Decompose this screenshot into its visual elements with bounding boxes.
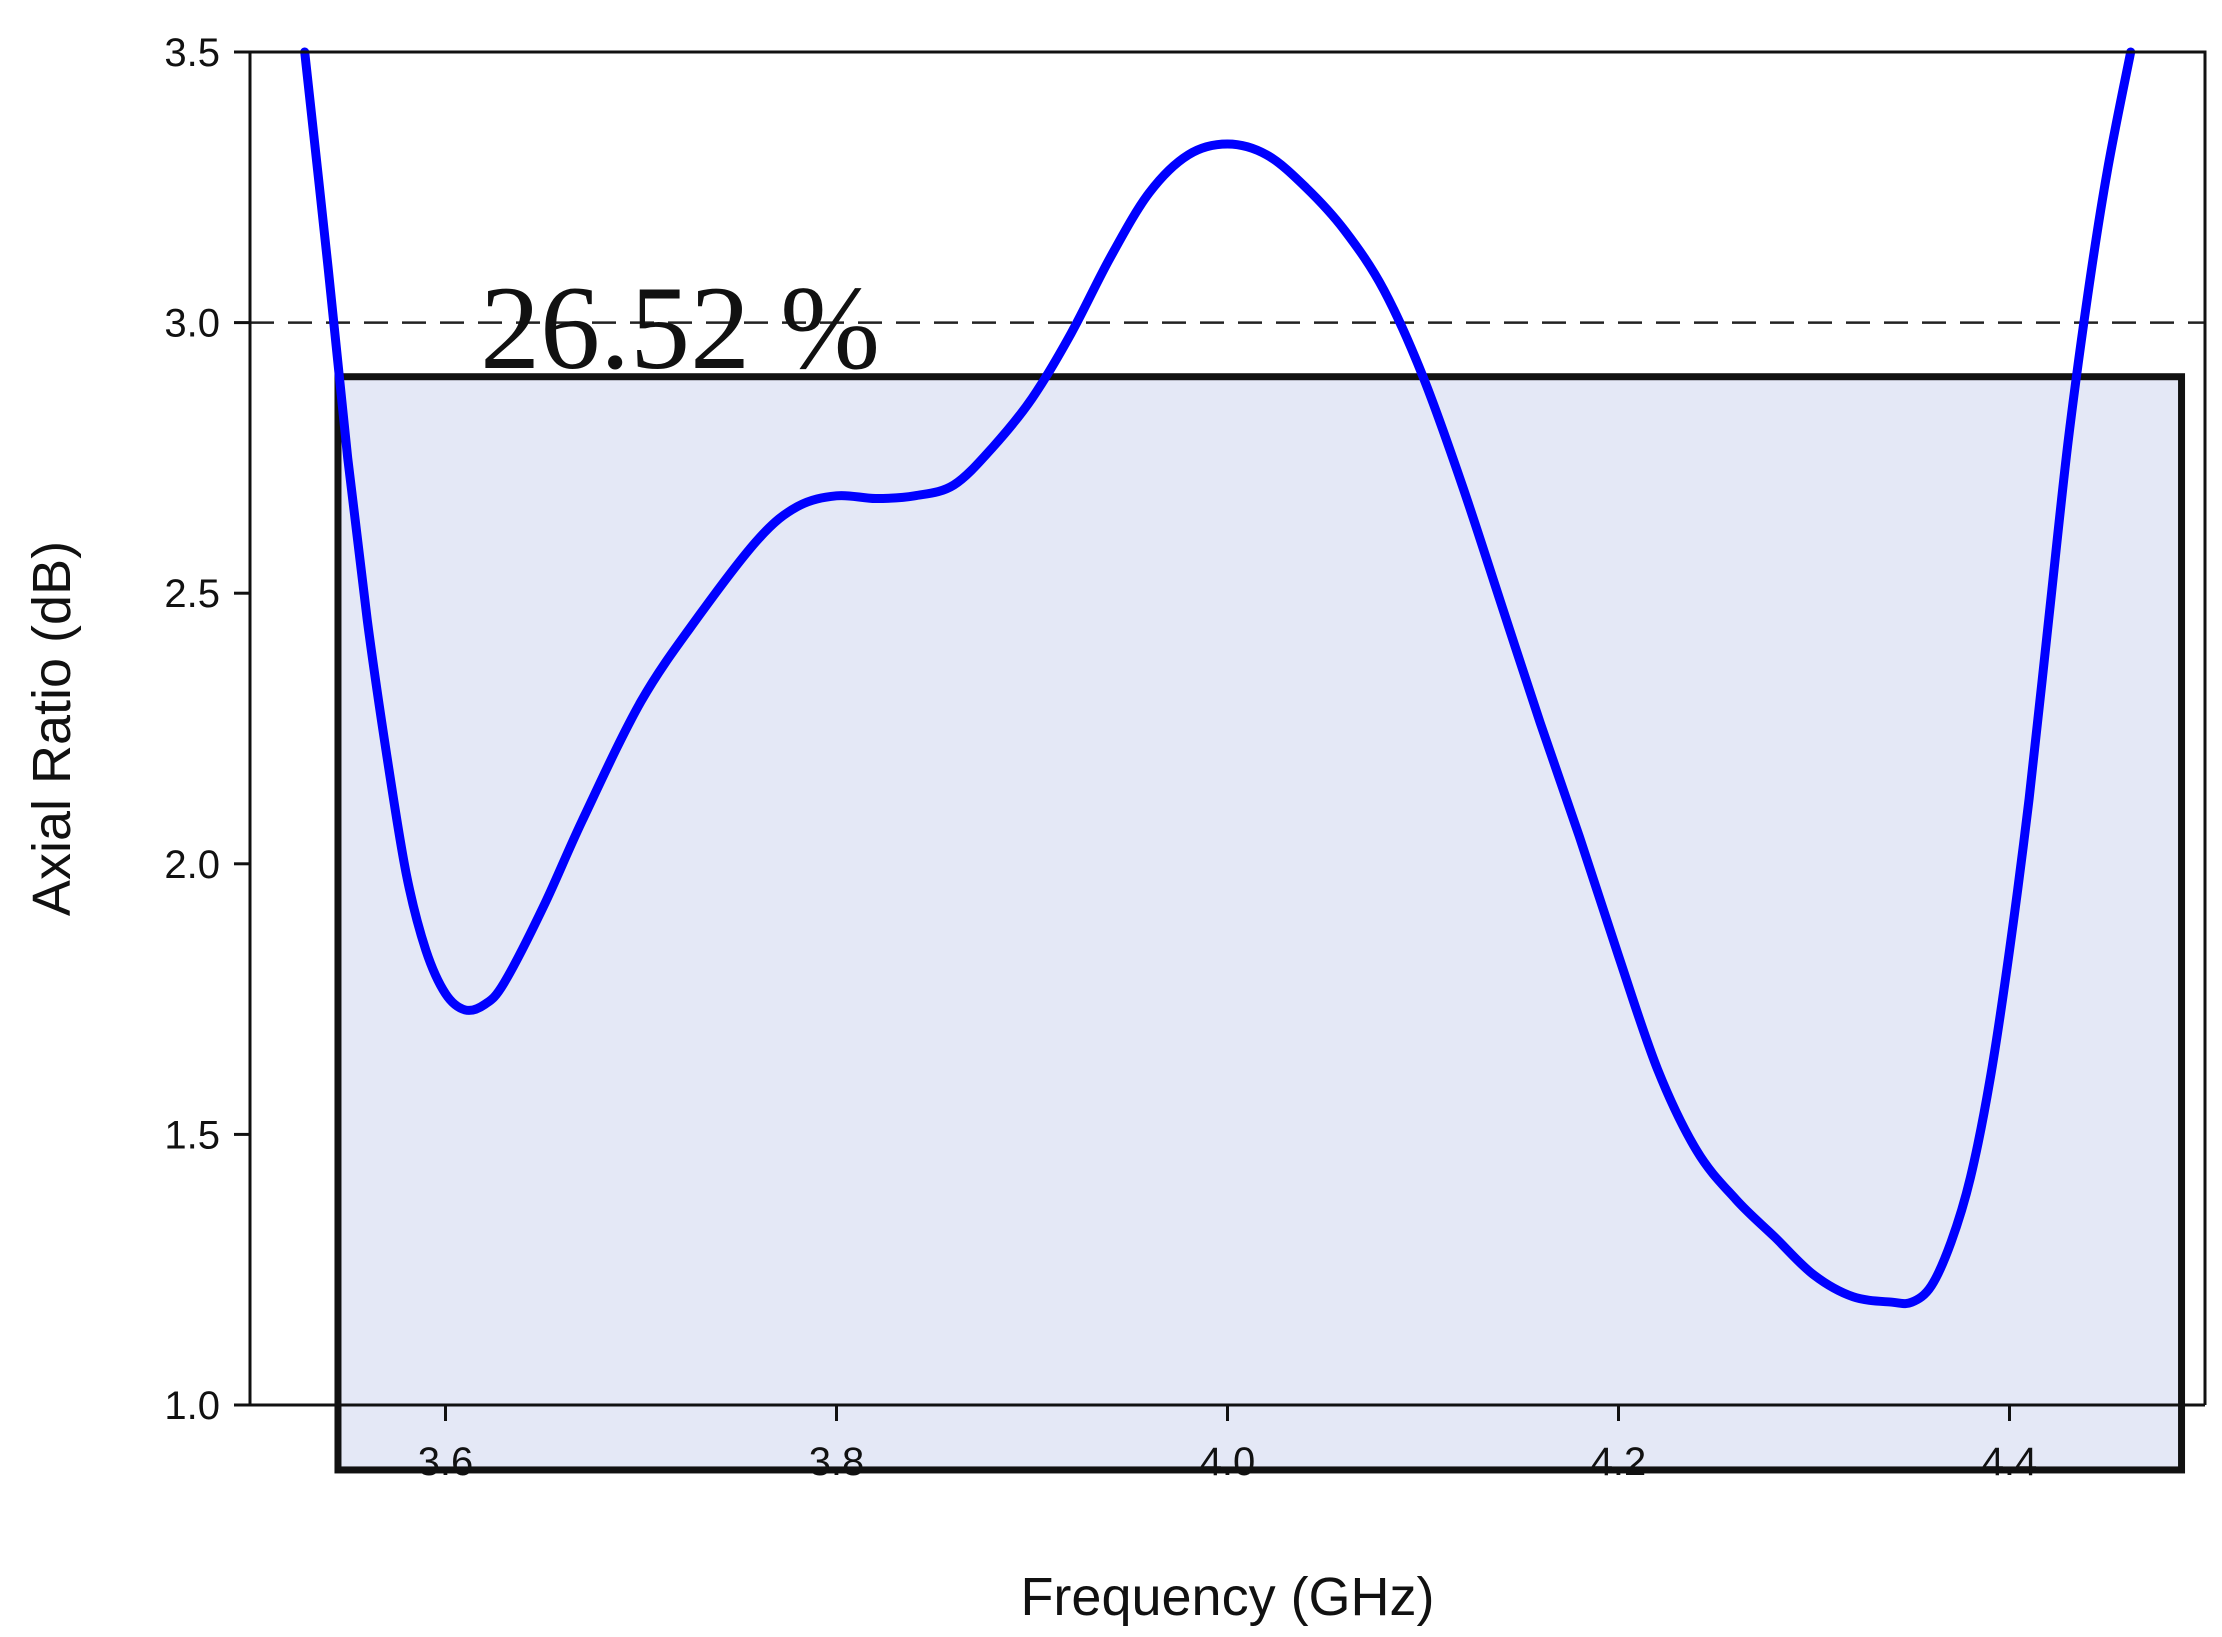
x-tick-label: 3.8 bbox=[809, 1440, 865, 1484]
axial-ratio-series-line bbox=[300, 47, 2136, 1309]
x-tick-label: 3.6 bbox=[418, 1440, 474, 1484]
x-axis-title: Frequency (GHz) bbox=[1020, 1567, 1434, 1627]
x-tick-label: 4.0 bbox=[1200, 1440, 1256, 1484]
y-axis-title: Axial Ratio (dB) bbox=[22, 541, 82, 916]
y-tick-label: 1.0 bbox=[164, 1384, 220, 1428]
y-tick-label: 2.5 bbox=[164, 572, 220, 616]
y-tick-label: 2.0 bbox=[164, 843, 220, 887]
x-tick-label: 4.2 bbox=[1591, 1440, 1647, 1484]
plot-frame bbox=[248, 50, 2207, 1405]
axis-ticks: 3.6 3.8 4.0 4.2 4.4 1.0 1.5 2.0 2.5 3.0 3.5 bbox=[164, 31, 2037, 1484]
x-tick-label: 4.4 bbox=[1982, 1440, 2038, 1484]
y-tick-label: 3.5 bbox=[164, 31, 220, 75]
bandwidth-annotation: 26.52 % bbox=[480, 261, 880, 394]
y-tick-label: 1.5 bbox=[164, 1113, 220, 1157]
bandwidth-highlight-box bbox=[334, 373, 2186, 1474]
y-tick-label: 3.0 bbox=[164, 302, 220, 346]
